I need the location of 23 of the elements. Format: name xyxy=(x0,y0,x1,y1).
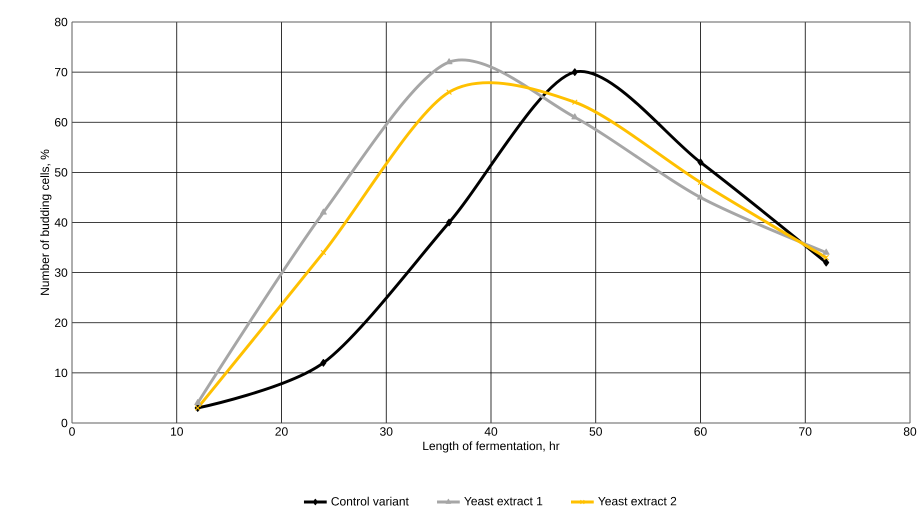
x-tick-label: 40 xyxy=(484,427,498,436)
x-tick-label: 10 xyxy=(171,427,183,436)
y-tick-label: 80 xyxy=(54,18,68,26)
x-tick-label: 60 xyxy=(694,427,707,436)
legend-label: Yeast extract 1 xyxy=(464,496,542,506)
y-axis-title: Number of budding cells, % xyxy=(40,150,52,295)
y-tick-label: 60 xyxy=(55,118,68,126)
x-axis-title: Length of fermentation, hr xyxy=(423,441,560,453)
y-tick-label: 70 xyxy=(55,68,68,76)
x-tick-label: 0 xyxy=(69,427,75,436)
x-tick-label: 80 xyxy=(904,427,916,436)
x-tick-label: 50 xyxy=(590,427,602,436)
legend-label: Control variant xyxy=(331,496,409,506)
y-tick-label: 0 xyxy=(62,418,68,428)
legend-label: Yeast extract 2 xyxy=(598,496,676,506)
y-tick-label: 40 xyxy=(54,218,68,227)
x-tick-label: 20 xyxy=(275,427,288,436)
x-tick-label: 70 xyxy=(799,427,812,436)
y-tick-label: 50 xyxy=(54,168,68,177)
x-tick-label: 30 xyxy=(380,427,392,436)
y-tick-label: 10 xyxy=(55,368,68,378)
y-tick-label: 30 xyxy=(54,268,68,277)
y-tick-label: 20 xyxy=(55,318,68,327)
